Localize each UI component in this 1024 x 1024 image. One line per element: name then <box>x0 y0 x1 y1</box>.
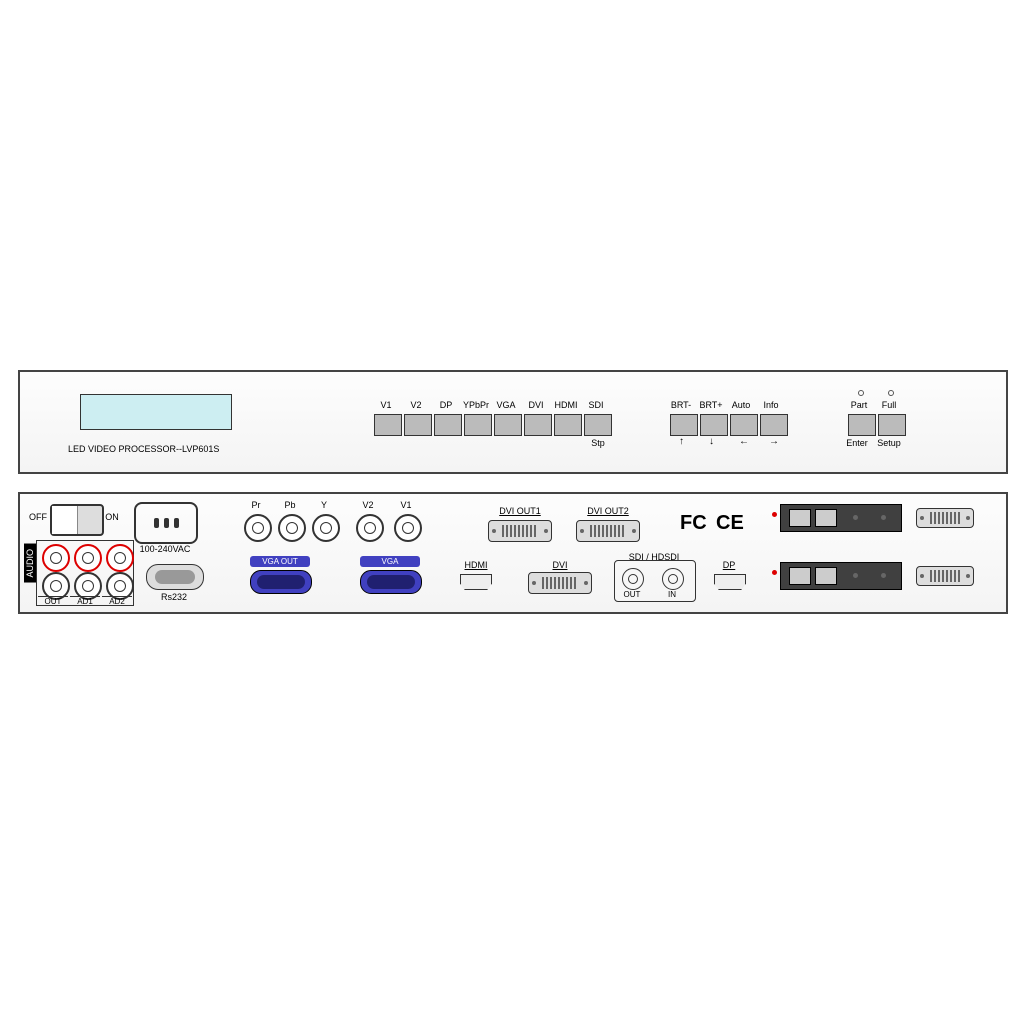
brt-plus-label: BRT+ <box>696 400 726 410</box>
dvi-out1-port[interactable] <box>488 520 552 542</box>
auto-button[interactable] <box>730 414 758 436</box>
v1-label: V1 <box>372 400 400 410</box>
led-indicator-1 <box>772 512 777 517</box>
dvi-button[interactable] <box>524 414 552 436</box>
power-switch[interactable] <box>50 504 104 536</box>
info-label: Info <box>756 400 786 410</box>
sending-card-2[interactable] <box>780 562 902 590</box>
part-led-icon <box>858 390 864 396</box>
pr-jack[interactable] <box>244 514 272 542</box>
pr-label: Pr <box>244 500 268 510</box>
v1-jack[interactable] <box>394 514 422 542</box>
vga-in-port[interactable] <box>360 570 422 594</box>
sdi-in-label: IN <box>660 590 684 599</box>
enter-label: Enter <box>842 438 872 448</box>
dvi-out2-label: DVI OUT2 <box>576 506 640 516</box>
power-spec-label: 100-240VAC <box>130 544 200 554</box>
audio-section-label: AUDIO <box>24 544 36 583</box>
full-button[interactable] <box>878 414 906 436</box>
dvi-out2-port[interactable] <box>576 520 640 542</box>
audio-ad1-top-jack[interactable] <box>74 544 102 572</box>
brt-minus-label: BRT- <box>666 400 696 410</box>
v1-rear-label: V1 <box>394 500 418 510</box>
sdi-out-port[interactable] <box>622 568 644 590</box>
brt-plus-button[interactable] <box>700 414 728 436</box>
vga-out-port[interactable] <box>250 570 312 594</box>
rear-panel: OFF ON 100-240VAC AUDIO OUT AD1 AD2 Rs23… <box>18 492 1008 614</box>
dvi-card1-port[interactable] <box>916 508 974 528</box>
off-label: OFF <box>26 512 50 522</box>
full-label: Full <box>874 400 904 410</box>
dvi-in-port[interactable] <box>528 572 592 594</box>
dvi-card2-port[interactable] <box>916 566 974 586</box>
left-arrow-icon: ← <box>739 436 749 447</box>
rs232-port[interactable] <box>146 564 204 590</box>
power-inlet[interactable] <box>134 502 198 544</box>
sending-card-1[interactable] <box>780 504 902 532</box>
dp-rear-label: DP <box>714 560 744 570</box>
hdmi-label: HDMI <box>456 560 496 570</box>
v2-rear-label: V2 <box>356 500 380 510</box>
stp-label: Stp <box>584 438 612 448</box>
pb-label: Pb <box>278 500 302 510</box>
led-indicator-2 <box>772 570 777 575</box>
up-arrow-icon: ↑ <box>679 436 684 447</box>
pb-jack[interactable] <box>278 514 306 542</box>
audio-out-top-jack[interactable] <box>42 544 70 572</box>
front-panel: LED VIDEO PROCESSOR--LVP601S V1 V2 DP YP… <box>18 370 1008 474</box>
lcd-display <box>80 394 232 430</box>
dp-label: DP <box>432 400 460 410</box>
audio-ad2-top-jack[interactable] <box>106 544 134 572</box>
vga-out-label: VGA OUT <box>250 556 310 567</box>
v1-button[interactable] <box>374 414 402 436</box>
product-label: LED VIDEO PROCESSOR--LVP601S <box>68 444 288 454</box>
dvi-out1-label: DVI OUT1 <box>488 506 552 516</box>
vga-label: VGA <box>492 400 520 410</box>
rs232-label: Rs232 <box>154 592 194 602</box>
down-arrow-icon: ↓ <box>709 436 714 447</box>
part-label: Part <box>844 400 874 410</box>
full-led-icon <box>888 390 894 396</box>
hdmi-label: HDMI <box>550 400 582 410</box>
v2-label: V2 <box>402 400 430 410</box>
v2-jack[interactable] <box>356 514 384 542</box>
brt-minus-button[interactable] <box>670 414 698 436</box>
on-label: ON <box>102 512 122 522</box>
sdi-out-label: OUT <box>618 590 646 599</box>
sdi-label: SDI / HDSDI <box>614 552 694 562</box>
vga-in-label: VGA <box>360 556 420 567</box>
audio-out-label: OUT <box>38 596 68 606</box>
hdmi-button[interactable] <box>554 414 582 436</box>
dp-port[interactable] <box>714 574 746 590</box>
right-arrow-icon: → <box>769 436 779 447</box>
dp-button[interactable] <box>434 414 462 436</box>
ce-icon: CE <box>716 512 744 535</box>
ypbpr-button[interactable] <box>464 414 492 436</box>
ad2-label: AD2 <box>102 596 132 606</box>
vga-button[interactable] <box>494 414 522 436</box>
part-button[interactable] <box>848 414 876 436</box>
sdi-in-port[interactable] <box>662 568 684 590</box>
ypbpr-label: YPbPr <box>460 400 492 410</box>
fcc-icon: FC <box>680 512 707 535</box>
setup-label: Setup <box>872 438 906 448</box>
sdi-label: SDI <box>582 400 610 410</box>
dvi-in-label: DVI <box>528 560 592 570</box>
y-label: Y <box>312 500 336 510</box>
y-jack[interactable] <box>312 514 340 542</box>
info-button[interactable] <box>760 414 788 436</box>
ad1-label: AD1 <box>70 596 100 606</box>
auto-label: Auto <box>726 400 756 410</box>
v2-button[interactable] <box>404 414 432 436</box>
sdi-button[interactable] <box>584 414 612 436</box>
dvi-label: DVI <box>522 400 550 410</box>
hdmi-port[interactable] <box>460 574 492 590</box>
